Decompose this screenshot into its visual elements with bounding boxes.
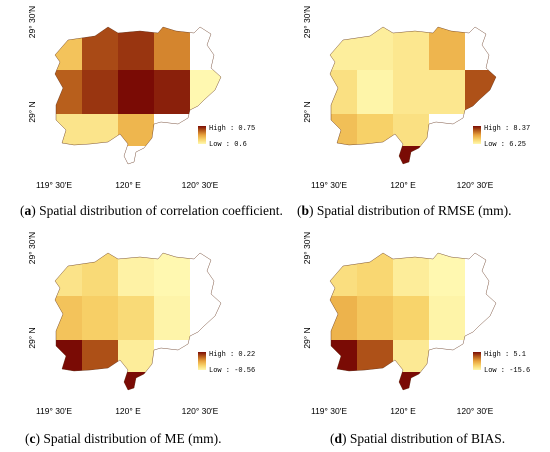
x-tick-label: 120° E bbox=[115, 180, 141, 190]
grid-cell bbox=[82, 70, 118, 114]
grid-cell bbox=[393, 340, 429, 372]
legend-low-label: Low : 6.25 bbox=[484, 141, 526, 149]
map-c: High : 0.22 Low : -0.56 119° 30′E 120° E 120… bbox=[27, 232, 255, 416]
x-tick-label: 120° 30′E bbox=[457, 406, 494, 416]
grid-cell bbox=[118, 296, 154, 340]
y-tick-label: 29° 30′N bbox=[302, 232, 312, 264]
grid-cell bbox=[357, 340, 393, 372]
grid-cell bbox=[393, 372, 429, 390]
y-tick-label: 29° N bbox=[302, 327, 312, 348]
x-tick-label: 120° 30′E bbox=[182, 406, 219, 416]
grid-cells bbox=[55, 253, 190, 390]
x-tick-label: 120° 30′E bbox=[457, 180, 494, 190]
y-tick-label: 29° N bbox=[27, 101, 37, 122]
grid-cell bbox=[393, 146, 429, 164]
x-tick-label: 119° 30′E bbox=[36, 406, 72, 416]
grid-cell bbox=[154, 70, 190, 114]
basin-outline bbox=[329, 252, 497, 391]
basin-outline bbox=[54, 26, 222, 165]
caption-c: (c) Spatial distribution of ME (mm). bbox=[25, 431, 222, 446]
grid-cell bbox=[118, 253, 154, 296]
legend-low-label: Low : -0.56 bbox=[209, 367, 255, 375]
grid-cell bbox=[330, 27, 357, 70]
legend-low-label: Low : 0.6 bbox=[209, 141, 247, 149]
x-tick-label: 120° E bbox=[115, 406, 141, 416]
grid-cells bbox=[330, 253, 465, 390]
grid-cell bbox=[429, 296, 465, 340]
grid-cell bbox=[82, 296, 118, 340]
grid-cell bbox=[330, 114, 357, 146]
legend-ramp bbox=[473, 352, 481, 370]
legend-high-label: High : 0.75 bbox=[209, 125, 255, 133]
grid-cell bbox=[118, 372, 154, 390]
basin-outline bbox=[329, 26, 497, 165]
grid-cell bbox=[393, 296, 429, 340]
legend-ramp bbox=[473, 126, 481, 144]
y-tick-label: 29° N bbox=[302, 101, 312, 122]
grid-cell bbox=[429, 253, 465, 296]
map-a: High : 0.75 Low : 0.6 119° 30′E 120° E 120° … bbox=[27, 6, 255, 190]
grid-cell bbox=[154, 27, 190, 70]
grid-cell bbox=[55, 253, 82, 296]
grid-cell bbox=[357, 70, 393, 114]
grid-cell bbox=[154, 296, 190, 340]
grid-cells bbox=[330, 27, 496, 164]
legend-ramp bbox=[198, 352, 206, 370]
grid-cell bbox=[357, 114, 393, 146]
x-tick-label: 119° 30′E bbox=[311, 180, 347, 190]
grid-cell bbox=[393, 253, 429, 296]
grid-cell bbox=[330, 296, 357, 340]
y-tick-label: 29° 30′N bbox=[27, 232, 37, 264]
grid-cell bbox=[118, 340, 154, 372]
map-b: High : 8.37 Low : 6.25 119° 30′E 120° E 120°… bbox=[302, 6, 530, 190]
panel-d: High : 5.1 Low : -15.6 119° 30′E 120° E 120°… bbox=[275, 226, 550, 422]
grid-cell bbox=[330, 253, 357, 296]
grid-cell bbox=[393, 70, 429, 114]
grid-cell bbox=[154, 253, 190, 296]
legend-low-label: Low : -15.6 bbox=[484, 367, 530, 375]
grid-cell bbox=[55, 114, 82, 146]
panel-b: High : 8.37 Low : 6.25 119° 30′E 120° E 120°… bbox=[275, 0, 550, 196]
grid-cell bbox=[393, 27, 429, 70]
grid-cell bbox=[429, 27, 465, 70]
map-d: High : 5.1 Low : -15.6 119° 30′E 120° E 120°… bbox=[302, 232, 530, 416]
legend-high-label: High : 8.37 bbox=[484, 125, 530, 133]
panel-c: High : 0.22 Low : -0.56 119° 30′E 120° E 120… bbox=[0, 226, 275, 422]
grid-cell bbox=[55, 70, 82, 114]
grid-cell bbox=[55, 296, 82, 340]
grid-cell bbox=[55, 340, 82, 372]
legend-high-label: High : 5.1 bbox=[484, 351, 526, 359]
grid-cell bbox=[82, 340, 118, 372]
grid-cell bbox=[393, 114, 429, 146]
x-tick-label: 120° 30′E bbox=[182, 180, 219, 190]
grid-cell bbox=[55, 27, 82, 70]
grid-cell bbox=[429, 70, 465, 114]
caption-a: (a) Spatial distribution of correlation … bbox=[20, 203, 283, 218]
y-tick-label: 29° N bbox=[27, 327, 37, 348]
legend-high-label: High : 0.22 bbox=[209, 351, 255, 359]
x-tick-label: 120° E bbox=[390, 406, 416, 416]
grid-cell bbox=[82, 114, 118, 146]
x-tick-label: 119° 30′E bbox=[311, 406, 347, 416]
panel-a: High : 0.75 Low : 0.6 119° 30′E 120° E 120° … bbox=[0, 0, 275, 196]
grid-cell bbox=[118, 27, 154, 70]
y-tick-label: 29° 30′N bbox=[302, 6, 312, 38]
x-tick-label: 120° E bbox=[390, 180, 416, 190]
grid-cell bbox=[330, 340, 357, 372]
grid-cell bbox=[118, 114, 154, 146]
legend-ramp bbox=[198, 126, 206, 144]
caption-d: (d) Spatial distribution of BIAS. bbox=[330, 431, 506, 446]
basin-outline bbox=[54, 252, 222, 391]
grid-cell bbox=[118, 70, 154, 114]
caption-b: (b) Spatial distribution of RMSE (mm). bbox=[297, 203, 512, 218]
y-tick-label: 29° 30′N bbox=[27, 6, 37, 38]
grid-cell bbox=[330, 70, 357, 114]
x-tick-label: 119° 30′E bbox=[36, 180, 72, 190]
grid-cell bbox=[357, 296, 393, 340]
